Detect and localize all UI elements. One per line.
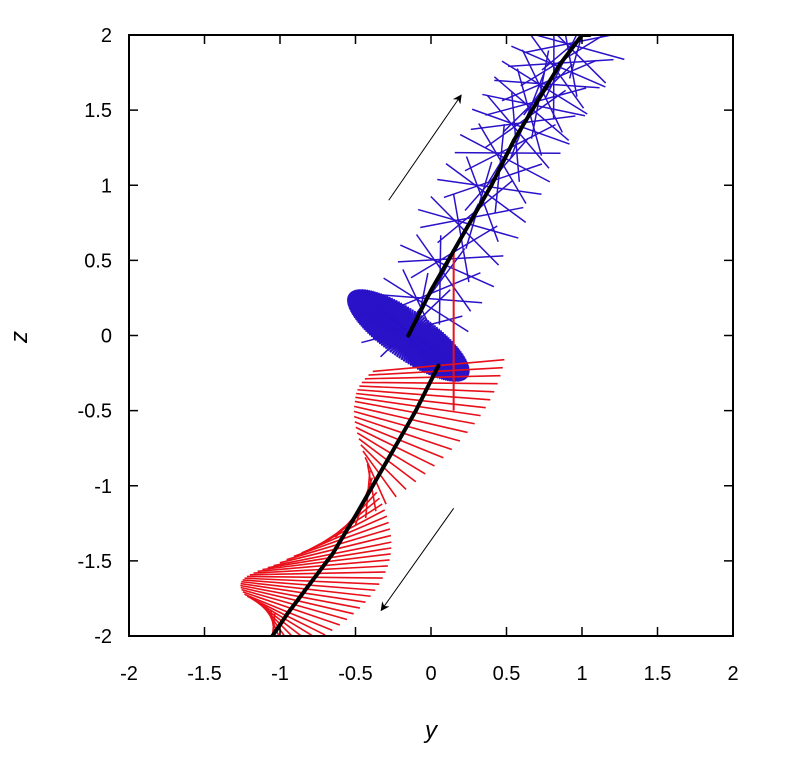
y-tick-label: 0 bbox=[101, 326, 112, 348]
y-axis-label: z bbox=[6, 331, 33, 344]
y-tick-label: -1 bbox=[94, 476, 112, 498]
direction-arrow bbox=[380, 507, 455, 612]
x-tick-label: 2 bbox=[727, 663, 738, 685]
x-axis-label: y bbox=[423, 717, 439, 744]
blue-needle bbox=[385, 272, 481, 314]
x-tick-label: 0 bbox=[425, 663, 436, 685]
direction-arrow bbox=[388, 94, 462, 201]
x-tick-label: -2 bbox=[120, 663, 138, 685]
series-line bbox=[270, 363, 441, 636]
x-tick-label: 0.5 bbox=[493, 663, 521, 685]
series-line bbox=[406, 35, 592, 338]
x-tick-label: -0.5 bbox=[338, 663, 372, 685]
y-tick-label: -0.5 bbox=[78, 401, 112, 423]
y-tick-label: -1.5 bbox=[78, 551, 112, 573]
x-tick-label: 1.5 bbox=[644, 663, 672, 685]
y-tick-label: 1.5 bbox=[84, 100, 112, 122]
y-tick-label: 2 bbox=[101, 25, 112, 47]
y-tick-label: 0.5 bbox=[84, 250, 112, 272]
red-needle bbox=[271, 612, 276, 636]
x-tick-label: -1 bbox=[271, 663, 289, 685]
blue-needle bbox=[407, 248, 466, 325]
y-tick-label: 1 bbox=[101, 175, 112, 197]
x-tick-label: 1 bbox=[576, 663, 587, 685]
ticks: -2 -1.5 -1 -0.5 0 0.5 1 1.5 2 -2 -1.5 -1 -0.5 0 0.5 1 1.… bbox=[78, 25, 739, 685]
y-tick-label: -2 bbox=[94, 626, 112, 648]
x-tick-label: -1.5 bbox=[187, 663, 221, 685]
plot-area bbox=[240, 35, 625, 636]
